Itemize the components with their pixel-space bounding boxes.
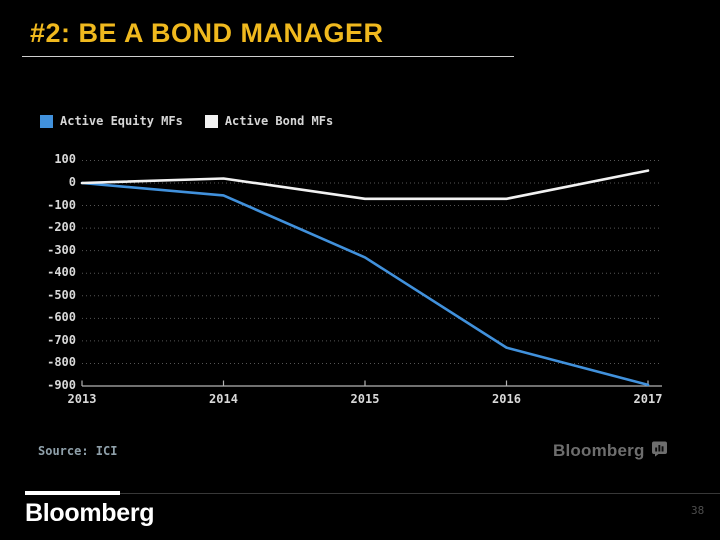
chart-legend: Active Equity MFs Active Bond MFs bbox=[40, 114, 333, 128]
title-underline bbox=[22, 56, 514, 57]
legend-label-bond: Active Bond MFs bbox=[224, 114, 334, 128]
bloomberg-terminal-icon bbox=[651, 440, 668, 462]
bloomberg-watermark-text: Bloomberg bbox=[553, 441, 645, 460]
bloomberg-watermark: Bloomberg bbox=[553, 440, 668, 462]
slide-title: #2: BE A BOND MANAGER bbox=[30, 18, 384, 48]
bloomberg-logo: Bloomberg bbox=[25, 499, 155, 527]
source-label: Source: ICI bbox=[38, 444, 118, 458]
legend-swatch-equity bbox=[40, 114, 53, 128]
legend-item-active-equity: Active Equity MFs bbox=[40, 114, 183, 128]
page-number: 38 bbox=[691, 504, 705, 517]
series-line-active-equity-mfs bbox=[80, 181, 650, 387]
series-line-active-bond-mfs bbox=[80, 169, 650, 201]
footer-rule-thin bbox=[120, 493, 720, 494]
legend-item-active-bond: Active Bond MFs bbox=[204, 114, 334, 128]
legend-label-equity: Active Equity MFs bbox=[60, 114, 183, 128]
legend-swatch-bond bbox=[204, 114, 218, 128]
footer-rule-thick bbox=[25, 491, 120, 495]
